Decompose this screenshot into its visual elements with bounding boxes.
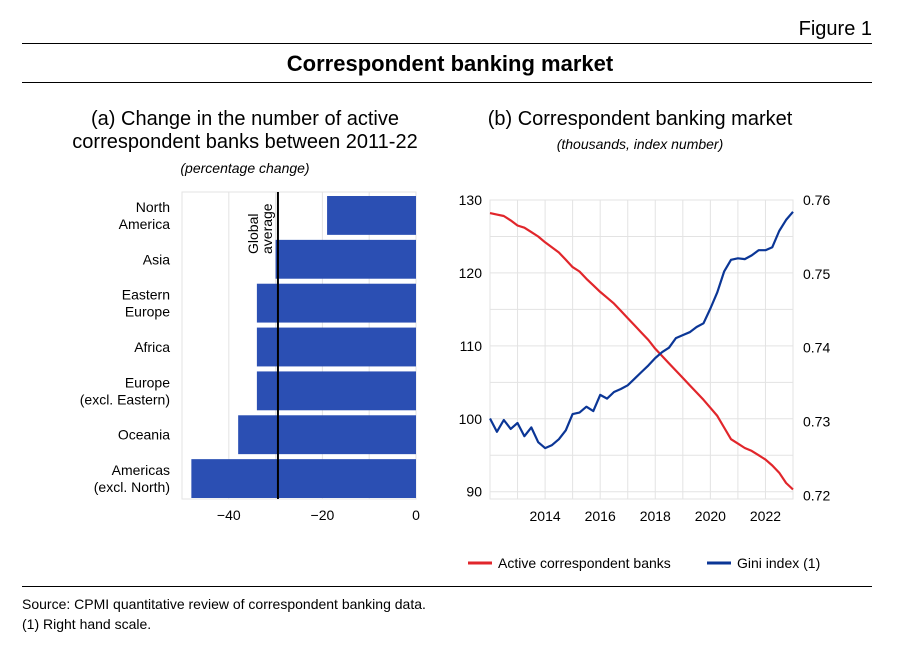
- category-label: (excl. North): [94, 479, 170, 495]
- bar: [256, 371, 416, 411]
- global-average-label-line1: Global: [245, 214, 261, 254]
- category-label: North: [136, 199, 170, 215]
- category-label: America: [119, 216, 171, 232]
- footer-rule: [22, 586, 872, 587]
- category-label: (excl. Eastern): [80, 391, 170, 407]
- category-label: Oceania: [118, 427, 170, 443]
- category-label: Africa: [134, 339, 170, 355]
- x-tick-label: −20: [311, 507, 335, 523]
- category-label: Eastern: [122, 287, 170, 303]
- bar: [256, 283, 416, 323]
- figure-label: Figure 1: [798, 18, 872, 40]
- bar: [256, 327, 416, 367]
- panel-a-bars: [191, 196, 416, 498]
- bar: [238, 415, 416, 455]
- title-rule: [22, 82, 872, 83]
- panel-b-title: (b) Correspondent banking market: [487, 108, 793, 130]
- source-note: Source: CPMI quantitative review of corr…: [22, 596, 426, 612]
- bar: [275, 239, 416, 279]
- figure-title: Correspondent banking market: [286, 51, 614, 76]
- bar: [327, 196, 416, 235]
- category-label: Americas: [112, 462, 170, 478]
- panel-a-category-labels: NorthAmericaAsiaEasternEuropeAfricaEurop…: [80, 199, 170, 495]
- bar: [191, 459, 416, 498]
- category-label: Europe: [125, 304, 170, 320]
- panel-b-subtitle: (thousands, index number): [556, 136, 724, 152]
- x-tick-label: 0: [412, 507, 420, 523]
- panel-a-title-line1: (a) Change in the number of active: [91, 108, 399, 130]
- top-rule: [22, 43, 872, 44]
- panel-a-subtitle: (percentage change): [180, 160, 310, 176]
- panel-a-title: (a) Change in the number of active corre…: [30, 108, 460, 154]
- global-average-label-line2: average: [259, 203, 275, 254]
- category-label: Europe: [125, 374, 170, 390]
- x-tick-label: −40: [217, 507, 241, 523]
- panel-a-x-tick-labels: −40 −20 0: [217, 507, 420, 523]
- footnote: (1) Right hand scale.: [22, 616, 152, 632]
- category-label: Asia: [143, 251, 170, 267]
- panel-a-title-line2: correspondent banks between 2011-22: [72, 131, 418, 153]
